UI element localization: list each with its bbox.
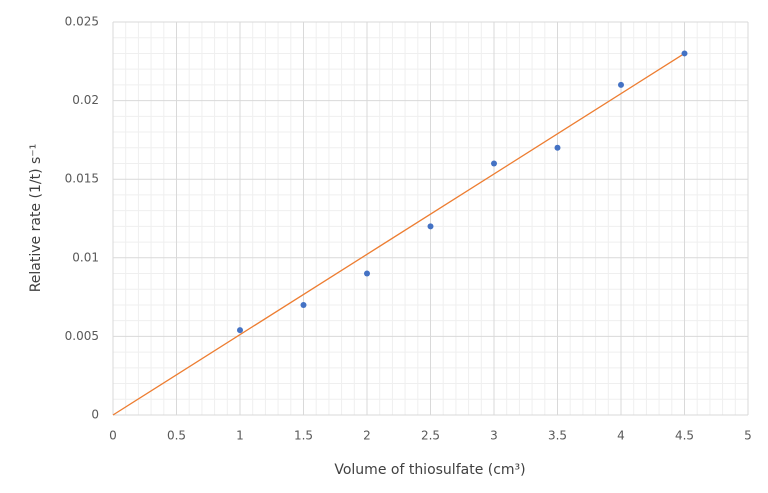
x-tick-label: 1.5 bbox=[294, 429, 313, 443]
x-tick-label: 5 bbox=[744, 429, 752, 443]
point bbox=[618, 81, 624, 88]
y-tick-label: 0.005 bbox=[65, 329, 99, 343]
trendline bbox=[112, 52, 685, 416]
x-tick-label: 4 bbox=[617, 429, 625, 443]
point bbox=[427, 223, 434, 230]
x-axis-title: Volume of thiosulfate (cm³) bbox=[334, 462, 525, 478]
y-axis-title: Relative rate (1/t) s⁻¹ bbox=[28, 144, 44, 293]
x-tick-label: 1 bbox=[236, 429, 244, 443]
point bbox=[491, 160, 497, 167]
x-tick-label: 2 bbox=[363, 429, 371, 443]
x-tick-label: 3.5 bbox=[548, 429, 567, 443]
x-tick-label: 0.5 bbox=[167, 429, 186, 443]
y-tick-label: 0.02 bbox=[72, 93, 99, 107]
point bbox=[300, 301, 307, 308]
point bbox=[237, 327, 243, 334]
x-tick-label: 3 bbox=[490, 429, 498, 443]
point bbox=[364, 270, 370, 277]
x-tick-label: 2.5 bbox=[421, 429, 440, 443]
y-tick-label: 0.015 bbox=[65, 172, 99, 186]
y-tick-label: 0.025 bbox=[65, 15, 99, 29]
point bbox=[554, 144, 561, 151]
x-tick-label: 0 bbox=[109, 429, 117, 443]
y-tick-label: 0 bbox=[91, 408, 99, 422]
x-tick-label: 4.5 bbox=[675, 429, 694, 443]
y-tick-label: 0.01 bbox=[72, 250, 99, 264]
point bbox=[681, 50, 688, 57]
